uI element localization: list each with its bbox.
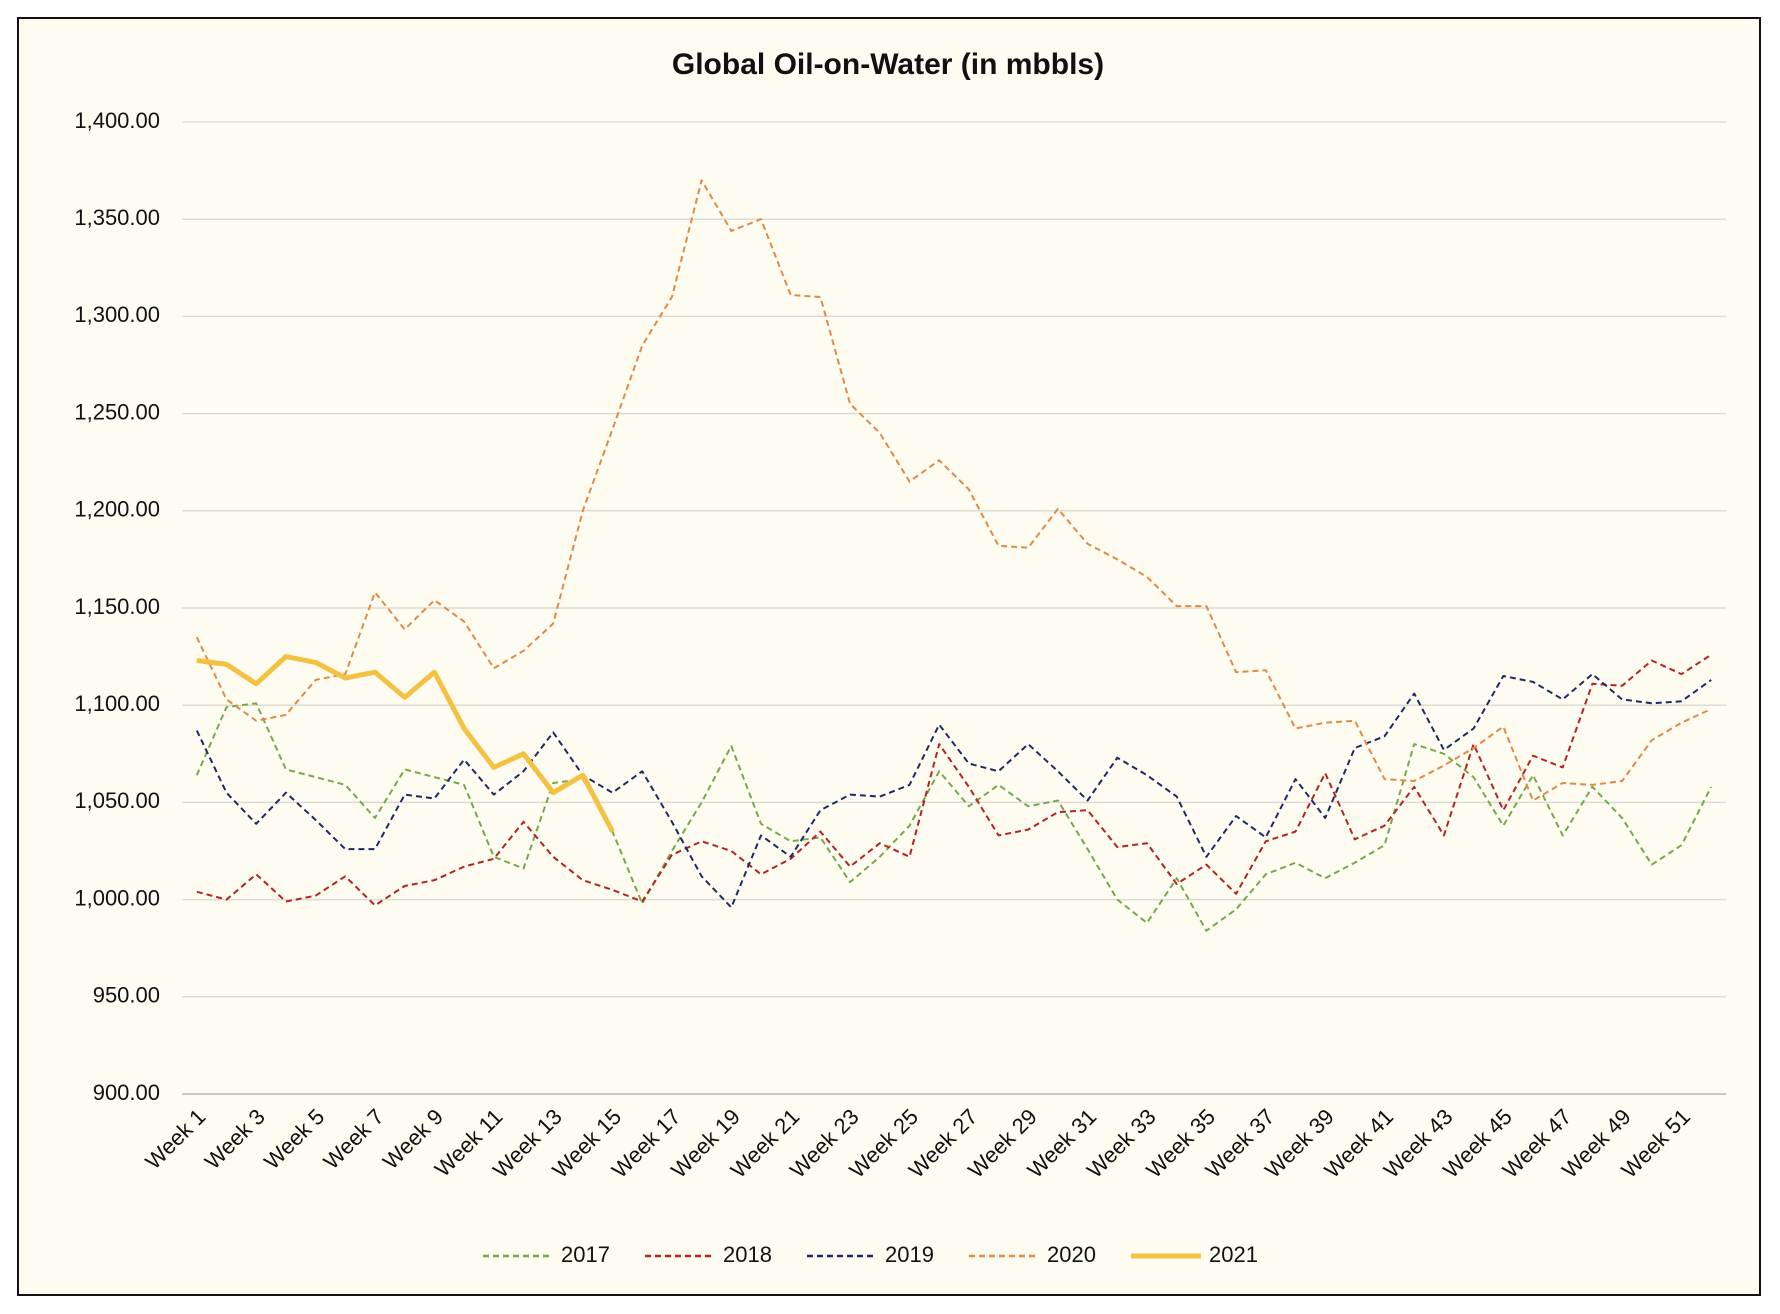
series-line	[196, 653, 1712, 907]
legend-label: 2021	[1209, 1242, 1258, 1267]
series-line	[195, 673, 1712, 909]
y-tick-label: 950.00	[93, 983, 160, 1008]
y-tick-label: 1,300.00	[74, 302, 160, 327]
y-tick-label: 1,100.00	[74, 691, 160, 716]
y-tick-label: 1,150.00	[74, 594, 160, 619]
y-tick-label: 1,200.00	[74, 497, 160, 522]
series-line	[195, 179, 1712, 802]
legend-label: 2020	[1047, 1242, 1096, 1267]
y-tick-label: 900.00	[93, 1080, 160, 1105]
legend-label: 2017	[561, 1242, 610, 1267]
chart-title: Global Oil-on-Water (in mbbls)	[672, 48, 1104, 81]
series-line	[195, 702, 1713, 932]
y-tick-label: 1,400.00	[74, 108, 160, 133]
y-tick-label: 1,050.00	[74, 788, 160, 813]
chart-frame	[17, 17, 1761, 1296]
series-line	[196, 654, 615, 833]
legend-label: 2019	[885, 1242, 934, 1267]
y-tick-label: 1,250.00	[74, 399, 160, 424]
y-tick-label: 1,000.00	[74, 885, 160, 910]
y-tick-label: 1,350.00	[74, 205, 160, 230]
legend-label: 2018	[723, 1242, 772, 1267]
